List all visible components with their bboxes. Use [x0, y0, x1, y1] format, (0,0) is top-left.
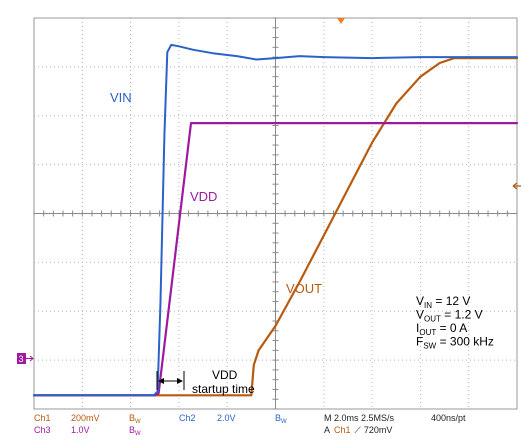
condition-line: IOUT = 0 A [416, 321, 467, 337]
trigger-level-marker [512, 182, 521, 190]
scope-readout: Ch1 200mV BW Ch2 2.0V BW M 2.0ms 2.5MS/s… [34, 413, 466, 437]
graticule [33, 17, 518, 410]
ch1-scale: 200mV [71, 413, 100, 423]
vin-label: VIN [110, 90, 132, 105]
ch2-bw: BW [275, 413, 287, 425]
ch3-bw: BW [129, 425, 141, 437]
vdd-label: VDD [190, 189, 217, 204]
condition-line: FSW = 300 kHz [416, 335, 494, 351]
vout-label: VOUT [286, 281, 322, 296]
startup-time-annotation: VDD startup time [156, 368, 255, 396]
startup-label-line2: startup time [192, 382, 255, 396]
trigger-readout: A Ch1 ⟋ 720mV [324, 425, 392, 435]
ch2-scale: 2.0V [217, 413, 236, 423]
traces [32, 43, 519, 397]
trigger-position-marker [337, 18, 345, 24]
ch1-bw: BW [129, 413, 141, 425]
series-vin-line [33, 43, 518, 397]
ch1-label: Ch1 [34, 413, 51, 423]
svg-text:3: 3 [19, 354, 24, 364]
ch3-scale: 1.0V [71, 425, 90, 435]
condition-line: VIN = 12 V [416, 294, 470, 310]
series-vout-line [32, 57, 519, 397]
ch2-label: Ch2 [179, 413, 196, 423]
startup-label-line1: VDD [212, 368, 238, 382]
sample-interval: 400ns/pt [431, 413, 466, 423]
condition-line: VOUT = 1.2 V [416, 308, 483, 324]
timebase: M 2.0ms 2.5MS/s [324, 413, 395, 423]
ch3-label: Ch3 [34, 425, 51, 435]
ground-marker-ch3: 3 [17, 353, 34, 364]
